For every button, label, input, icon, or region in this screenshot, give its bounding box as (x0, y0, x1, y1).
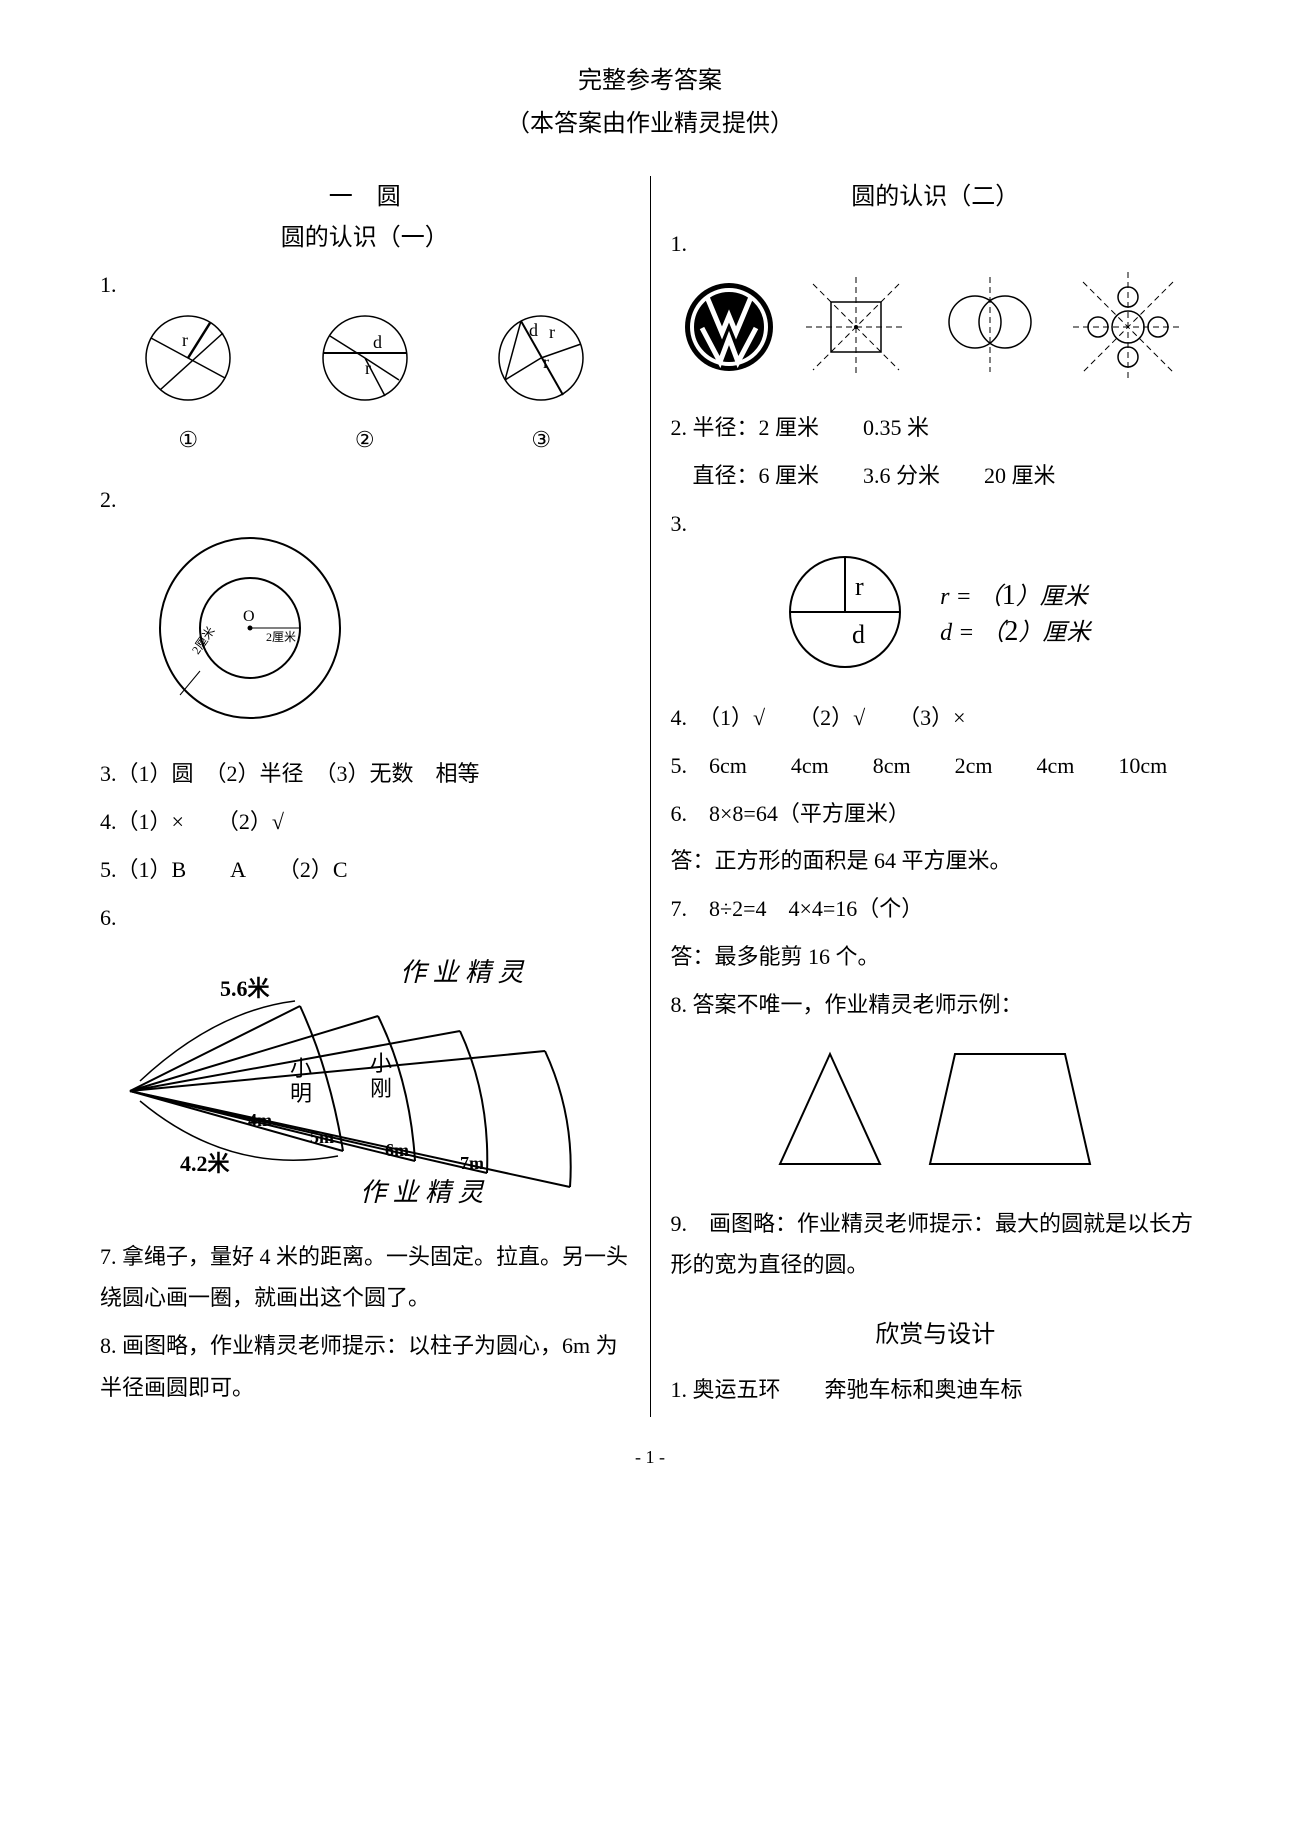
left-column: 一 圆 圆的认识（一） 1. r ① (80, 176, 650, 1417)
eq-r-pre: r = （ (940, 584, 1002, 610)
rq8-shapes (671, 1044, 1201, 1179)
circle-3-wrap: d r r ③ (491, 308, 591, 467)
q8-text: 8. 画图略，作业精灵老师提示：以柱子为圆心，6m 为半径画圆即可。 (100, 1325, 630, 1409)
eq-d-pre: d = （ (940, 620, 1004, 646)
r4m: 4m (248, 1110, 272, 1130)
circle-3-r2: r (543, 352, 549, 372)
name1b: 明 (290, 1081, 312, 1106)
q1-label: 1. (100, 272, 630, 298)
arc-bottom-lbl: 4.2米 (180, 1151, 231, 1176)
section-title-left: 圆的认识（一） (100, 217, 630, 252)
rq6-l2: 答：正方形的面积是 64 平方厘米。 (671, 840, 1201, 882)
rd-r: r (855, 572, 864, 601)
circle-2-svg: d r (315, 308, 415, 408)
rq5-text: 5. 6cm 4cm 8cm 2cm 4cm 10cm (671, 745, 1201, 787)
page-header: 完整参考答案 （本答案由作业精灵提供） (80, 60, 1220, 146)
section-title-right: 圆的认识（二） (671, 176, 1201, 211)
circle-1-wrap: r ① (138, 308, 238, 467)
circle-1-id: ① (138, 419, 238, 461)
rq1-symmetry (671, 267, 1201, 387)
name2a: 小 (370, 1051, 392, 1076)
outer-lbl: 2厘米 (189, 624, 218, 657)
circle-3-svg: d r r (491, 308, 591, 408)
circle-2-d: d (373, 332, 382, 352)
rq1-label: 1. (671, 231, 1201, 257)
center-o: O (243, 608, 255, 625)
eq-r: r = （1）厘米 (940, 576, 1090, 612)
right-column: 圆的认识（二） 1. (651, 176, 1221, 1417)
rq2-l1: 2. 半径：2 厘米 0.35 米 (671, 407, 1201, 449)
q3-text: 3.（1）圆 （2）半径 （3）无数 相等 (100, 753, 630, 795)
q6-label: 6. (100, 905, 630, 931)
rq4-text: 4. （1）√ （2）√ （3）× (671, 697, 1201, 739)
page-footer: - 1 - (80, 1447, 1220, 1468)
eq-d: d = （2）厘米 (940, 612, 1090, 648)
rd-d: d (852, 620, 865, 649)
rd-circle-svg: r d (780, 547, 910, 677)
rq7-l2: 答：最多能剪 16 个。 (671, 936, 1201, 978)
rq8-l1: 8. 答案不唯一，作业精灵老师示例： (671, 984, 1201, 1026)
rq3-diagram: r d r = （1）厘米 d = （2）厘米 (671, 547, 1201, 677)
circle-1-r: r (182, 330, 188, 350)
r7m: 7m (460, 1153, 484, 1173)
triangle-icon (770, 1044, 895, 1179)
section2-title: 欣赏与设计 (671, 1314, 1201, 1349)
circle-3-d: d (529, 320, 538, 340)
inner-lbl: 2厘米 (266, 630, 296, 644)
chapter-title: 一 圆 (100, 176, 630, 211)
q4-text: 4.（1）× （2）√ (100, 801, 630, 843)
q6-sector: 作 业 精 灵 作 业 精 灵 5.6米 4.2米 (100, 951, 630, 1216)
q2-label: 2. (100, 487, 630, 513)
q2-diagram: O 2厘米 2厘米 (140, 523, 630, 733)
circle-2-wrap: d r ② (315, 308, 415, 467)
eq-r-v: 1 (1002, 580, 1016, 611)
name2b: 刚 (370, 1076, 392, 1101)
s2-q1-text: 1. 奥运五环 奔驰车标和奥迪车标 (671, 1369, 1201, 1411)
eq-d-suf: ）厘米 (1018, 620, 1090, 646)
two-circles-icon (935, 272, 1045, 382)
circle-3-id: ③ (491, 419, 591, 461)
eq-r-suf: ）厘米 (1016, 584, 1088, 610)
rq7-l1: 7. 8÷2=4 4×4=16（个） (671, 888, 1201, 930)
concentric-svg: O 2厘米 2厘米 (140, 523, 370, 733)
q5-text: 5.（1）B A （2）C (100, 849, 630, 891)
rq9-text: 9. 画图略：作业精灵老师提示：最大的圆就是以长方形的宽为直径的圆。 (671, 1203, 1201, 1287)
trapezoid-icon (925, 1044, 1100, 1179)
r5m: 5m (310, 1127, 334, 1147)
q1-diagrams: r ① d r ② (100, 308, 630, 467)
rd-equations: r = （1）厘米 d = （2）厘米 (940, 576, 1090, 648)
circle-2-r: r (365, 358, 371, 378)
name1a: 小 (290, 1056, 312, 1081)
sector-svg: 作 业 精 灵 作 业 精 灵 5.6米 4.2米 (100, 951, 620, 1211)
circle-1-svg: r (138, 308, 238, 408)
vw-logo-icon (682, 280, 777, 375)
rq3-label: 3. (671, 511, 1201, 537)
circle-2-id: ② (315, 419, 415, 461)
cross-circles-icon (1068, 267, 1188, 387)
eq-d-v: 2 (1004, 616, 1018, 647)
header-subtitle: （本答案由作业精灵提供） (80, 103, 1220, 146)
square-symmetry-icon (801, 272, 911, 382)
q7-text: 7. 拿绳子，量好 4 米的距离。一头固定。拉直。另一头绕圆心画一圈，就画出这个… (100, 1236, 630, 1320)
rq6-l1: 6. 8×8=64（平方厘米） (671, 793, 1201, 835)
wm1: 作 业 精 灵 (400, 958, 526, 987)
circle-3-r1: r (549, 322, 555, 342)
r6m: 6m (385, 1140, 409, 1160)
arc-top-lbl: 5.6米 (220, 976, 271, 1001)
two-column-layout: 一 圆 圆的认识（一） 1. r ① (80, 176, 1220, 1417)
header-title: 完整参考答案 (80, 60, 1220, 103)
rq2-l2: 直径：6 厘米 3.6 分米 20 厘米 (671, 455, 1201, 497)
wm2: 作 业 精 灵 (360, 1178, 486, 1207)
